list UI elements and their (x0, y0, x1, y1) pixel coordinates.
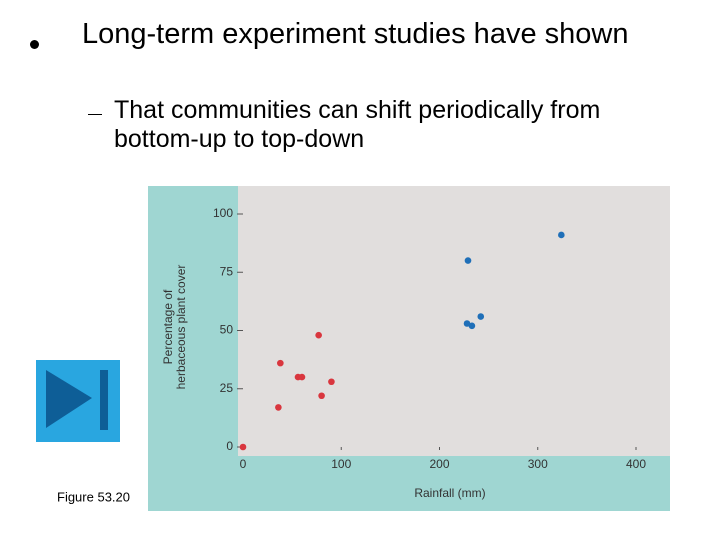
point (468, 322, 476, 330)
point (315, 331, 322, 339)
point (328, 378, 335, 386)
point (298, 373, 306, 381)
point (239, 443, 247, 451)
point (277, 359, 284, 367)
x-tick-label: 0 (240, 457, 247, 471)
point (275, 404, 282, 411)
bullet-text: Long-term experiment studies have shown (82, 18, 629, 50)
point (477, 313, 485, 320)
x-tick-label: 200 (429, 457, 449, 471)
point (558, 231, 565, 239)
y-tick-label: 75 (220, 264, 234, 278)
point (463, 320, 471, 327)
x-tick-label: 100 (331, 457, 351, 471)
bullet-dot (30, 40, 39, 49)
y-tick-label: 25 (220, 381, 234, 395)
point (464, 257, 472, 264)
x-tick-label: 400 (626, 457, 646, 471)
play-icon-bar (100, 370, 108, 430)
sub-bullet-dash (88, 114, 102, 115)
sub-bullet-text: That communities can shift periodically … (114, 96, 601, 153)
x-tick-label: 300 (528, 457, 548, 471)
x-axis-label: Rainfall (mm) (414, 486, 485, 500)
plot-area (238, 186, 670, 456)
y-tick-label: 50 (220, 323, 234, 337)
y-axis-label: Percentage of herbaceous plant cover (161, 264, 188, 390)
y-tick-label: 0 (226, 439, 233, 453)
figure-label: Figure 53.20 (57, 489, 130, 504)
point (318, 392, 325, 400)
y-tick-label: 100 (213, 206, 233, 220)
play-icon-triangle (46, 370, 92, 428)
